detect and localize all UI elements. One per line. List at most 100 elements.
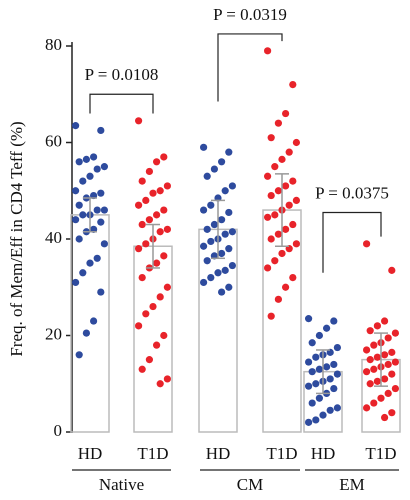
data-point: [289, 274, 297, 282]
data-point: [218, 158, 226, 166]
data-point: [218, 216, 226, 224]
data-point: [82, 155, 90, 163]
data-point: [305, 315, 313, 323]
data-point: [145, 167, 153, 176]
data-point: [207, 237, 215, 246]
data-point: [225, 283, 233, 291]
data-point: [278, 155, 286, 163]
data-point: [72, 122, 80, 130]
data-point: [156, 228, 164, 236]
data-point: [93, 254, 101, 262]
y-tick-label: 20: [45, 324, 62, 343]
data-point: [156, 293, 164, 301]
data-point: [381, 351, 389, 359]
data-point: [326, 406, 334, 414]
data-point: [377, 394, 385, 402]
data-point: [138, 220, 146, 229]
data-point: [153, 341, 161, 349]
data-point: [333, 404, 341, 412]
data-point: [218, 249, 226, 258]
data-point: [267, 235, 275, 243]
bar: [133, 245, 173, 433]
data-point: [289, 81, 297, 89]
data-point: [153, 259, 161, 267]
data-point: [221, 187, 229, 195]
data-point: [82, 329, 90, 337]
data-point: [292, 196, 300, 204]
data-point: [271, 257, 279, 265]
data-point: [384, 389, 392, 397]
data-point: [282, 283, 290, 291]
data-point: [97, 288, 105, 296]
data-point: [221, 266, 229, 274]
p-value-label: P = 0.0108: [85, 65, 159, 84]
group-label: EM: [339, 475, 365, 494]
data-point: [135, 117, 143, 125]
data-point: [228, 182, 236, 190]
data-point: [282, 225, 290, 233]
data-point: [138, 365, 146, 373]
data-point: [381, 375, 389, 383]
data-point: [312, 416, 320, 424]
data-point: [370, 341, 378, 349]
data-point: [163, 182, 171, 190]
y-tick-label: 60: [45, 131, 62, 150]
data-point: [100, 163, 108, 171]
data-point: [388, 409, 396, 417]
data-point: [138, 274, 146, 282]
y-tick-label: 0: [54, 421, 63, 440]
data-point: [315, 394, 323, 402]
data-point: [207, 274, 215, 282]
data-point: [370, 399, 378, 407]
data-point: [97, 126, 105, 135]
p-value-label: P = 0.0319: [213, 5, 287, 24]
data-point: [225, 148, 233, 156]
data-point: [305, 358, 313, 366]
data-point: [363, 240, 371, 248]
data-point: [312, 380, 320, 388]
data-point: [97, 189, 105, 197]
data-point: [135, 245, 143, 253]
significance-bracket: [89, 93, 154, 114]
data-point: [93, 206, 101, 214]
data-point: [366, 380, 374, 388]
data-point: [225, 208, 233, 217]
data-point: [274, 295, 282, 303]
data-point: [145, 356, 153, 364]
data-point: [200, 143, 208, 151]
data-point: [333, 370, 341, 378]
data-point: [160, 252, 168, 260]
data-point: [142, 240, 150, 248]
y-axis-label: Freq. of Mem/Eff in CD4 Teff (%): [7, 121, 26, 356]
data-point: [388, 348, 396, 356]
data-point: [289, 220, 297, 229]
data-point: [100, 240, 108, 248]
data-point: [203, 257, 211, 265]
data-point: [210, 165, 218, 173]
data-point: [370, 365, 378, 373]
data-point: [142, 310, 150, 318]
data-point: [221, 230, 229, 238]
data-point: [391, 329, 399, 337]
data-point: [264, 172, 272, 180]
data-point: [264, 213, 272, 221]
data-point: [90, 317, 98, 325]
data-point: [203, 225, 211, 233]
group-label: Native: [99, 475, 144, 494]
x-tick-label: T1D: [266, 444, 297, 463]
data-point: [135, 201, 143, 209]
x-tick-label: HD: [78, 444, 103, 463]
data-point: [373, 377, 381, 385]
data-point: [75, 235, 83, 243]
data-point: [135, 322, 143, 330]
data-point: [373, 322, 381, 330]
data-point: [264, 47, 272, 55]
data-point: [79, 269, 87, 277]
p-value-label: P = 0.0375: [315, 183, 389, 202]
data-point: [207, 201, 215, 209]
data-point: [153, 211, 161, 219]
data-point: [72, 216, 80, 224]
data-point: [363, 404, 371, 412]
data-point: [228, 261, 236, 270]
data-point: [200, 242, 208, 250]
